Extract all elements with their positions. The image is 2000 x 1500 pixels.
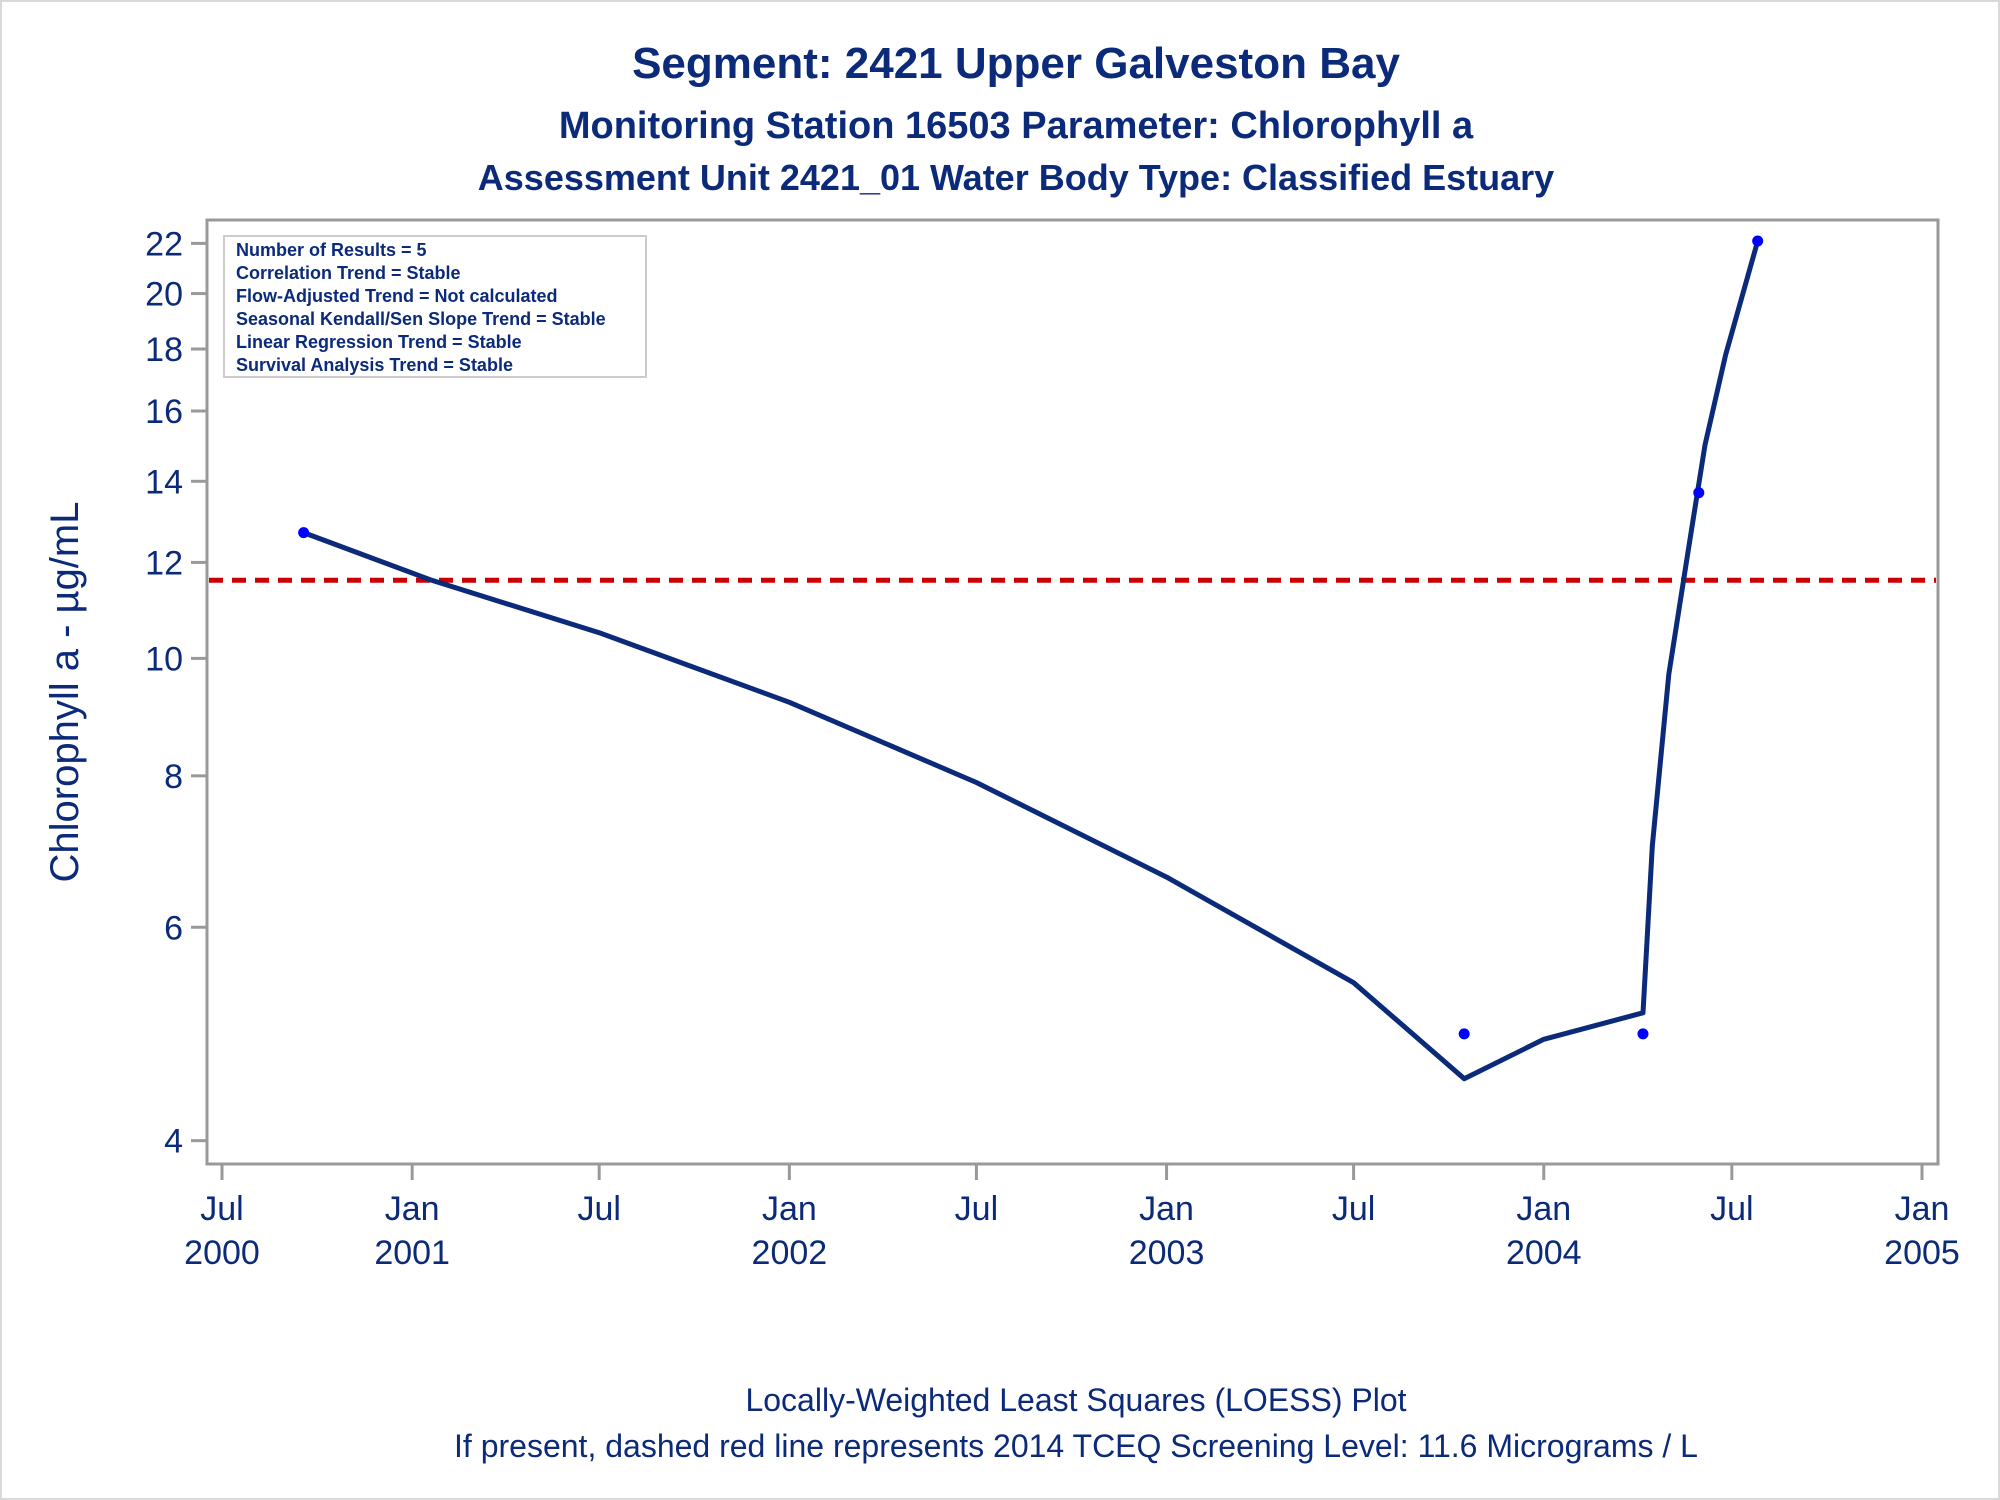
y-tick-label: 18 [145, 331, 183, 369]
data-point [1693, 487, 1705, 499]
footnote-screening-level: If present, dashed red line represents 2… [454, 1428, 1698, 1464]
chart-marks [209, 235, 1936, 1082]
chart-subtitle-assessment: Assessment Unit 2421_01 Water Body Type:… [478, 157, 1554, 198]
x-tick-label: Jul [200, 1190, 243, 1228]
plot-area [205, 218, 1940, 1166]
stats-box: Number of Results = 5 Correlation Trend … [223, 235, 647, 378]
stats-line: Correlation Trend = Stable [236, 263, 461, 283]
x-tick-year-label: 2002 [752, 1234, 828, 1272]
data-point [1752, 235, 1764, 247]
stats-line: Linear Regression Trend = Stable [236, 332, 522, 352]
x-tick-label: Jul [1332, 1190, 1375, 1228]
stats-line: Number of Results = 5 [236, 240, 427, 260]
data-point [1637, 1028, 1649, 1040]
y-tick-label: 12 [145, 544, 183, 582]
y-axis-label: Chlorophyll a - µg/mL [43, 502, 87, 883]
x-tick-label: Jul [1710, 1190, 1753, 1228]
x-axis: Jul 2000 Jan 2001 Jul Jan 2002 Jul Jan 2003 Jul Jan… [184, 1164, 1960, 1272]
stats-line: Survival Analysis Trend = Stable [236, 355, 513, 375]
chart-title: Segment: 2421 Upper Galveston Bay [632, 39, 1400, 88]
x-tick-year-label: 2001 [374, 1234, 450, 1272]
x-tick-year-label: 2000 [184, 1234, 260, 1272]
y-tick-label: 4 [164, 1123, 183, 1161]
chart-subtitle-station: Monitoring Station 16503 Parameter: Chlo… [559, 105, 1474, 147]
x-tick-year-label: 2005 [1884, 1234, 1960, 1272]
y-tick-label: 8 [164, 758, 183, 796]
y-tick-label: 6 [164, 909, 183, 947]
data-point [1458, 1028, 1470, 1040]
x-tick-label: Jan [1516, 1190, 1571, 1228]
x-tick-year-label: 2003 [1129, 1234, 1205, 1272]
x-tick-label: Jan [1139, 1190, 1194, 1228]
x-tick-label: Jan [1895, 1190, 1950, 1228]
y-tick-label: 16 [145, 393, 183, 431]
y-tick-label: 22 [145, 225, 183, 263]
y-tick-label: 10 [145, 640, 183, 678]
x-tick-label: Jan [385, 1190, 440, 1228]
data-point [298, 527, 310, 539]
x-tick-label: Jan [762, 1190, 817, 1228]
footnote-loess: Locally-Weighted Least Squares (LOESS) P… [745, 1382, 1406, 1418]
y-axis: 4 6 8 10 12 14 16 18 20 22 [145, 225, 207, 1161]
y-tick-label: 14 [145, 463, 183, 501]
x-tick-label: Jul [577, 1190, 620, 1228]
stats-box-border [223, 235, 647, 378]
x-tick-year-label: 2004 [1506, 1234, 1582, 1272]
x-tick-label: Jul [955, 1190, 998, 1228]
stats-line: Flow-Adjusted Trend = Not calculated [236, 286, 558, 306]
y-tick-label: 20 [145, 276, 183, 314]
stats-line: Seasonal Kendall/Sen Slope Trend = Stabl… [236, 309, 606, 329]
